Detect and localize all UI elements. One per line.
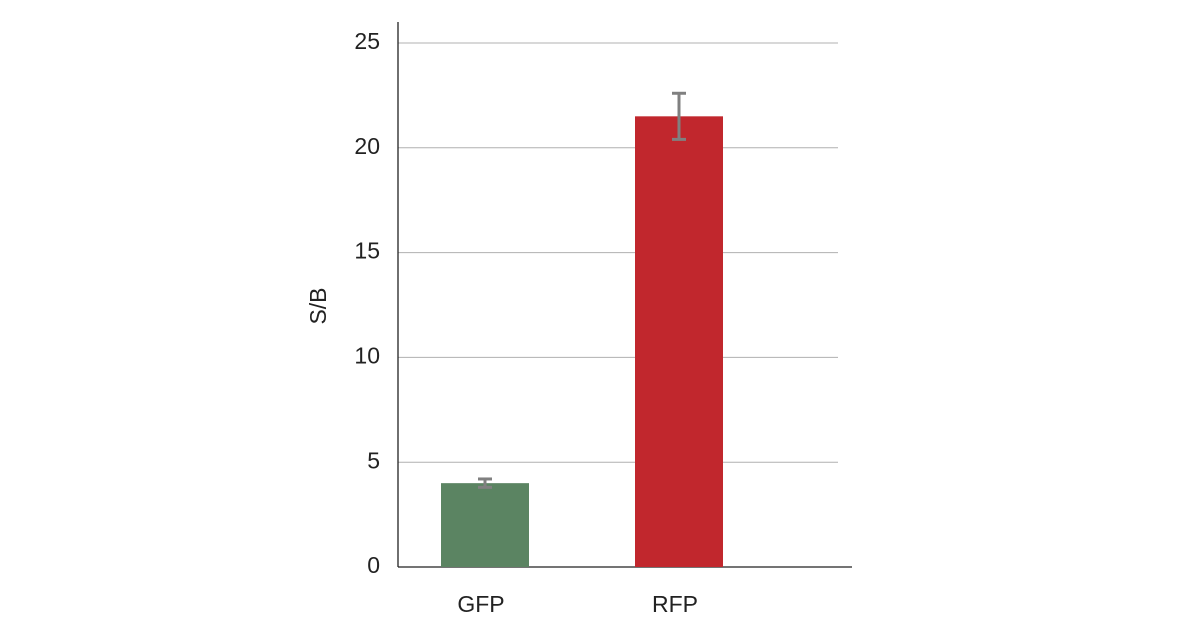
bar (635, 116, 723, 568)
y-tick-label: 0 (367, 552, 380, 578)
y-axis-label: S/B (305, 287, 331, 324)
error-bar (672, 91, 686, 141)
x-tick-label: RFP (652, 591, 698, 617)
y-tick-label: 10 (354, 342, 380, 368)
error-bar (478, 477, 492, 489)
y-tick-label: 25 (354, 28, 380, 54)
y-tick-label: 5 (367, 447, 380, 473)
bar (441, 483, 529, 567)
y-tick-label: 15 (354, 238, 380, 264)
x-tick-label: GFP (457, 591, 504, 617)
y-tick-label: 20 (354, 133, 380, 159)
